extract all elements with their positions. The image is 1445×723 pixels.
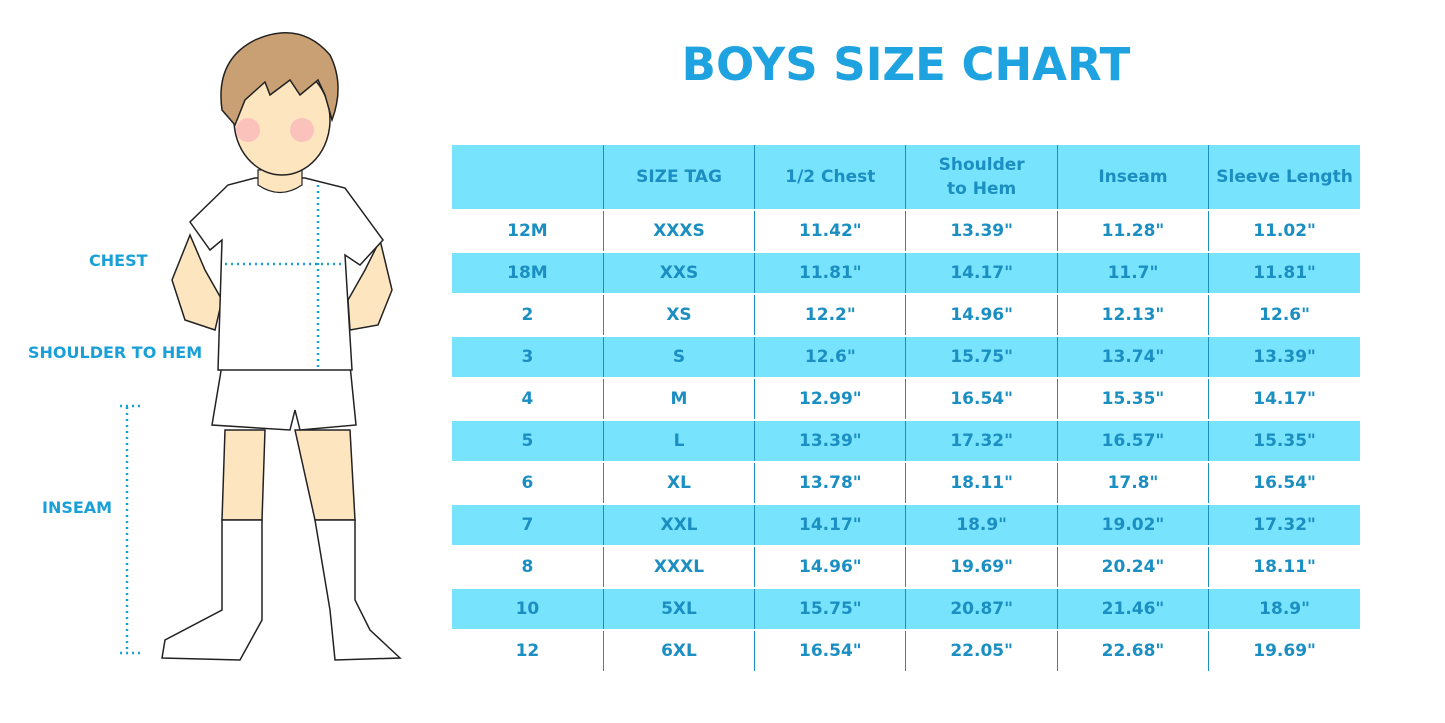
table-cell: 21.46" xyxy=(1056,587,1209,630)
table-cell: 19.69" xyxy=(1208,629,1360,671)
table-cell: 12 xyxy=(452,629,604,671)
table-cell: XXL xyxy=(602,503,755,546)
table-cell: 12.6" xyxy=(754,335,906,378)
table-cell: 6XL xyxy=(602,629,755,671)
table-cell: 4 xyxy=(452,377,604,420)
table-cell: 5XL xyxy=(602,587,755,630)
column-header: Shoulder to Hem xyxy=(905,145,1058,210)
table-cell: 16.54" xyxy=(754,629,906,671)
boy-figure-illustration xyxy=(120,32,402,661)
chest-label: CHEST xyxy=(89,251,148,270)
table-cell: 14.96" xyxy=(905,293,1058,336)
table-cell: 17.32" xyxy=(905,419,1058,462)
table-cell: 11.81" xyxy=(1208,251,1360,294)
table-row: 6 XL 13.78" 18.11" 17.8" 16.54" xyxy=(452,461,1360,504)
table-cell: 3 xyxy=(452,335,604,378)
table-cell: 13.39" xyxy=(754,419,906,462)
table-cell: 22.68" xyxy=(1056,629,1209,671)
table-cell: 2 xyxy=(452,293,604,336)
column-header xyxy=(452,145,604,210)
column-header: Inseam xyxy=(1056,145,1209,210)
table-cell: 11.7" xyxy=(1056,251,1209,294)
table-cell: 13.74" xyxy=(1056,335,1209,378)
table-cell: 11.42" xyxy=(754,209,906,252)
table-cell: 18.9" xyxy=(905,503,1058,546)
table-cell: 12.99" xyxy=(754,377,906,420)
table-cell: 20.24" xyxy=(1056,545,1209,588)
table-cell: 11.28" xyxy=(1056,209,1209,252)
table-cell: 18.11" xyxy=(905,461,1058,504)
table-cell: 12M xyxy=(452,209,604,252)
table-cell: XL xyxy=(602,461,755,504)
table-cell: 13.78" xyxy=(754,461,906,504)
table-cell: 11.02" xyxy=(1208,209,1360,252)
table-cell: 5 xyxy=(452,419,604,462)
table-row: 12M XXXS 11.42" 13.39" 11.28" 11.02" xyxy=(452,209,1360,252)
table-row: 4 M 12.99" 16.54" 15.35" 14.17" xyxy=(452,377,1360,420)
table-cell: M xyxy=(602,377,755,420)
table-cell: 10 xyxy=(452,587,604,630)
table-row: 7 XXL 14.17" 18.9" 19.02" 17.32" xyxy=(452,503,1360,546)
table-cell: 11.81" xyxy=(754,251,906,294)
table-cell: 20.87" xyxy=(905,587,1058,630)
table-cell: 15.35" xyxy=(1208,419,1360,462)
table-cell: XXS xyxy=(602,251,755,294)
table-cell: 17.8" xyxy=(1056,461,1209,504)
shoulder-to-hem-label: SHOULDER TO HEM xyxy=(28,343,203,362)
table-cell: 12.2" xyxy=(754,293,906,336)
table-cell: 14.96" xyxy=(754,545,906,588)
table-cell: 15.75" xyxy=(905,335,1058,378)
table-row: 2 XS 12.2" 14.96" 12.13" 12.6" xyxy=(452,293,1360,336)
table-cell: 19.69" xyxy=(905,545,1058,588)
table-cell: 8 xyxy=(452,545,604,588)
table-header-row: SIZE TAG 1/2 Chest Shoulder to Hem Inseam Sl… xyxy=(452,145,1360,210)
table-cell: 16.54" xyxy=(905,377,1058,420)
column-header: SIZE TAG xyxy=(602,145,755,210)
table-cell: 22.05" xyxy=(905,629,1058,671)
table-cell: 19.02" xyxy=(1056,503,1209,546)
size-chart-table: SIZE TAG 1/2 Chest Shoulder to Hem Inseam Sl… xyxy=(452,145,1360,671)
table-cell: 12.13" xyxy=(1056,293,1209,336)
page-title: BOYS SIZE CHART xyxy=(681,38,1131,91)
table-cell: XS xyxy=(602,293,755,336)
table-cell: XXXL xyxy=(602,545,755,588)
table-cell: 18.11" xyxy=(1208,545,1360,588)
table-cell: L xyxy=(602,419,755,462)
table-cell: 13.39" xyxy=(905,209,1058,252)
table-cell: 15.75" xyxy=(754,587,906,630)
table-cell: 14.17" xyxy=(754,503,906,546)
table-cell: 6 xyxy=(452,461,604,504)
table-cell: 7 xyxy=(452,503,604,546)
table-cell: 17.32" xyxy=(1208,503,1360,546)
table-row: 5 L 13.39" 17.32" 16.57" 15.35" xyxy=(452,419,1360,462)
table-row: 12 6XL 16.54" 22.05" 22.68" 19.69" xyxy=(452,629,1360,671)
table-row: 18M XXS 11.81" 14.17" 11.7" 11.81" xyxy=(452,251,1360,294)
table-cell: 18.9" xyxy=(1208,587,1360,630)
inseam-label: INSEAM xyxy=(42,498,113,517)
table-row: 8 XXXL 14.96" 19.69" 20.24" 18.11" xyxy=(452,545,1360,588)
table-cell: 14.17" xyxy=(1208,377,1360,420)
table-cell: 16.57" xyxy=(1056,419,1209,462)
table-cell: XXXS xyxy=(602,209,755,252)
table-cell: 15.35" xyxy=(1056,377,1209,420)
table-row: 10 5XL 15.75" 20.87" 21.46" 18.9" xyxy=(452,587,1360,630)
table-cell: 13.39" xyxy=(1208,335,1360,378)
table-cell: 14.17" xyxy=(905,251,1058,294)
table-row: 3 S 12.6" 15.75" 13.74" 13.39" xyxy=(452,335,1360,378)
column-header: 1/2 Chest xyxy=(754,145,906,210)
table-cell: 16.54" xyxy=(1208,461,1360,504)
table-cell: S xyxy=(602,335,755,378)
table-cell: 18M xyxy=(452,251,604,294)
column-header: Sleeve Length xyxy=(1208,145,1360,210)
table-cell: 12.6" xyxy=(1208,293,1360,336)
